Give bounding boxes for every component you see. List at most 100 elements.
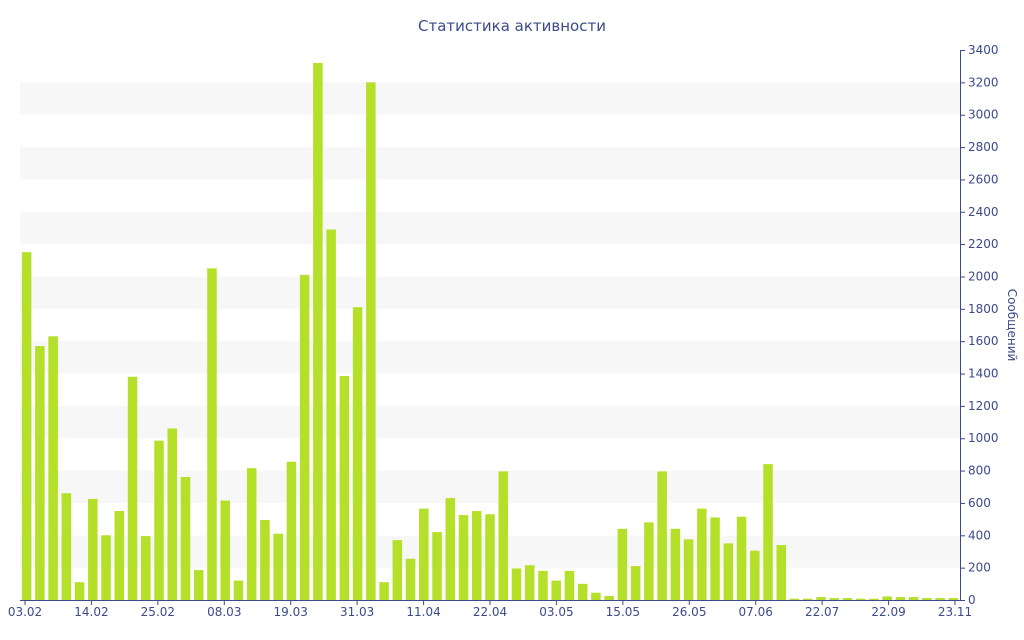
y-tick-label: 3400 [968,43,999,57]
grid-band [20,341,960,374]
bar[interactable] [882,596,892,600]
y-tick-label: 1600 [968,334,999,348]
bar[interactable] [61,493,72,600]
bar[interactable] [180,477,191,600]
bar[interactable] [617,528,628,600]
bar[interactable] [935,598,945,600]
bar[interactable] [657,471,667,600]
bar[interactable] [816,597,826,600]
bar[interactable] [577,583,588,600]
bar[interactable] [895,597,906,600]
y-tick-label: 1400 [968,367,999,381]
bar[interactable] [432,532,442,600]
bar[interactable] [670,528,681,600]
bar[interactable] [736,516,747,600]
bar[interactable] [21,252,32,601]
bar[interactable] [101,535,111,600]
bars [21,62,959,601]
bar[interactable] [352,307,363,600]
bar[interactable] [445,498,456,600]
bar[interactable] [683,539,694,600]
bar[interactable] [604,595,614,600]
bar[interactable] [710,517,720,601]
bar[interactable] [591,592,601,600]
x-tick-label: 11.04 [406,605,440,619]
bar[interactable] [842,598,853,600]
bar[interactable] [339,375,350,600]
bar[interactable] [405,558,416,600]
grid-band [20,82,960,115]
bar[interactable] [35,346,45,600]
y-tick-label: 3200 [968,75,999,89]
x-axis-ticks: 03.02 14.02 25.02 08.03 19.03 31.03 11.04 22.04… [8,600,972,619]
y-tick-label: 2400 [968,205,999,219]
y-tick-label: 200 [968,561,991,575]
bar[interactable] [511,568,522,600]
bar[interactable] [220,500,230,600]
bar[interactable] [193,570,204,600]
bar[interactable] [802,598,813,600]
grid-bands [20,82,960,568]
y-tick-label: 0 [968,593,976,607]
x-tick-label: 07.06 [739,605,773,619]
bar[interactable] [471,511,482,600]
bar[interactable] [273,533,283,600]
bar[interactable] [379,582,389,600]
y-tick-label: 1000 [968,431,999,445]
bar[interactable] [763,464,773,600]
bar[interactable] [74,582,85,600]
bar[interactable] [48,336,58,600]
bar[interactable] [207,268,217,600]
x-tick-label: 22.07 [805,605,839,619]
bar[interactable] [524,565,535,600]
bar[interactable] [697,508,707,600]
grid-band [20,405,960,439]
bar[interactable] [260,519,270,600]
bar[interactable] [458,515,469,600]
bar[interactable] [114,511,125,600]
x-tick-label: 14.02 [74,605,108,619]
bar[interactable] [776,545,787,600]
bar[interactable] [922,598,932,600]
bar[interactable] [246,468,257,600]
x-tick-label: 15.05 [606,605,640,619]
bar[interactable] [154,440,164,600]
bar[interactable] [829,598,839,600]
bar[interactable] [948,598,959,600]
bar[interactable] [286,461,297,600]
bar[interactable] [167,428,178,600]
y-tick-label: 2200 [968,237,999,251]
bar[interactable] [392,540,403,600]
grid-band [20,147,960,180]
bar[interactable] [233,580,244,600]
bar[interactable] [127,376,138,600]
x-tick-label: 26.05 [672,605,706,619]
bar[interactable] [869,598,879,600]
bar[interactable] [750,550,760,600]
bar[interactable] [326,229,336,600]
bar[interactable] [855,598,866,600]
bar[interactable] [723,543,734,600]
bar[interactable] [366,82,376,600]
y-axis-ticks: 0 200 400 600 800 1000 1200 1400 1600 1800 2000 220… [960,43,999,607]
y-axis-label: Сообщений [1005,289,1019,362]
y-tick-label: 2000 [968,269,999,283]
bar[interactable] [908,597,919,600]
bar[interactable] [141,536,151,600]
bar[interactable] [498,471,509,600]
bar[interactable] [630,566,641,600]
x-tick-label: 25.02 [141,605,175,619]
bar[interactable] [644,522,654,600]
bar[interactable] [551,580,561,600]
bar[interactable] [299,274,310,600]
bar[interactable] [419,508,429,600]
bar[interactable] [564,570,575,600]
bar[interactable] [88,498,98,600]
y-tick-label: 800 [968,464,991,478]
x-tick-label: 03.05 [539,605,573,619]
bar[interactable] [313,62,323,601]
bar[interactable] [789,598,800,600]
bar[interactable] [485,514,495,600]
bar[interactable] [538,570,548,600]
